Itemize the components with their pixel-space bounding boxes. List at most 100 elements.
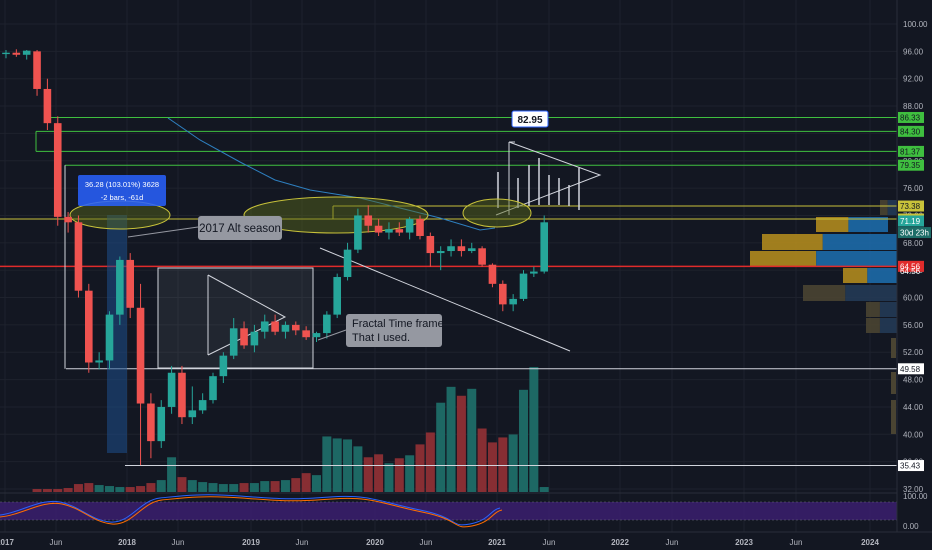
horizontal-levels[interactable] [0,116,897,467]
price-tick-label: 68.00 [903,239,924,248]
volume-bar [136,486,146,492]
candle-body [292,324,300,331]
candle-body [312,333,321,338]
drawings[interactable] [69,141,602,453]
candle-body [519,273,528,299]
time-axis[interactable]: 2017 Jun 2018 Jun 2019 Jun 2020 Jun 2021 Jun 2022 J… [0,531,932,547]
time-tick-label: Jun [172,538,185,547]
profile-bar-right [879,302,897,317]
candle-body [354,215,362,250]
highlight-ellipse [243,196,429,234]
target-label-box [511,110,549,128]
countdown-tag-text: 30d 23h [900,229,929,238]
time-tick-label: 2022 [611,538,629,547]
candle-body [116,259,124,315]
candle-body [167,372,176,407]
candle-body [85,290,93,363]
level-price-tag-text: 79.35 [900,161,921,170]
candle-body [126,259,134,308]
profile-bar-left [880,200,888,215]
candle-body [209,376,217,401]
volume-bar [394,458,404,492]
volume-profile [750,200,897,434]
candle-body [219,355,228,377]
candle-body [478,248,486,265]
volume-bar [467,388,477,492]
volume-bar [498,437,508,492]
profile-bar-small [891,372,896,394]
volume-bar [529,367,539,492]
alt-season-callout [198,216,282,240]
volume-bar [260,481,270,492]
volume-bar [32,489,42,492]
volume-bar [177,477,187,492]
time-tick-label: Jun [790,538,803,547]
profile-bar-right [822,234,897,250]
candle-body [405,218,414,233]
volume-bar [353,446,363,492]
osc-tick-label: 0.00 [903,522,919,531]
candle-body [302,330,310,338]
volume-bar [53,489,63,492]
volume-bar [42,489,52,492]
measure-text-line1: 36.28 (103.01%) 3628 [85,180,159,189]
candle-body [147,403,155,442]
time-tick-label: Jun [420,538,433,547]
price-tick-label: 92.00 [903,75,924,84]
candle-body [74,222,83,291]
highlight-ellipse [462,198,532,228]
volume-bars [32,367,549,492]
level-price-tag-text: 73.38 [900,202,921,211]
oscillator-d-line [0,496,503,528]
volume-bar [456,395,466,492]
candles [2,49,548,466]
candle-body [260,321,269,332]
price-tick-label: 100.00 [903,20,928,29]
candle-body [395,229,404,233]
profile-bar-right [887,200,897,215]
time-tick-label: 2023 [735,538,753,547]
candle-body [43,88,52,124]
price-axis[interactable]: 100.0096.0092.0088.0084.0080.0076.0072.0… [896,0,932,550]
level-price-tag [898,260,924,272]
target-label-text: 82.95 [517,115,542,126]
level-price-tag-text: 35.43 [900,462,921,471]
volume-bar [322,436,332,492]
volume-bar [73,484,83,492]
level-price-tag [898,159,924,171]
fractal-callout [346,314,442,347]
volume-bar [115,487,125,492]
level-price-tag [898,111,924,123]
volume-bar [187,480,197,492]
price-tick-label: 32.00 [903,485,924,494]
price-tick-label: 76.00 [903,184,924,193]
volume-bar [208,483,218,492]
volume-bar [415,444,425,492]
volume-bar [312,475,321,492]
profile-bar-right [816,251,897,267]
callout-pointer [127,226,199,238]
volume-bar [270,481,280,492]
volume-bar [405,455,415,492]
profile-bar-left [750,251,817,267]
candle-body [499,283,507,305]
time-tick-label: Jun [296,538,309,547]
candle-body [416,218,424,236]
trendline-down [319,247,571,352]
candle-body [250,331,259,346]
level-price-tag [898,125,924,137]
candle-body [333,277,341,315]
callout-pointer [317,329,347,341]
profile-bar-right [867,268,897,283]
price-tick-label: 56.00 [903,321,924,330]
time-tick-label: Jun [50,538,63,547]
fractal-text-line1: Fractal Time frame [352,318,444,330]
osc-tick-label: 100.00 [903,492,928,501]
candle-body [271,321,279,332]
triangle-target [495,141,602,216]
candle-body [281,324,290,332]
candle-body [374,225,383,233]
price-tick-label: 48.00 [903,376,924,385]
level-price-tag-text: 86.33 [900,113,921,122]
